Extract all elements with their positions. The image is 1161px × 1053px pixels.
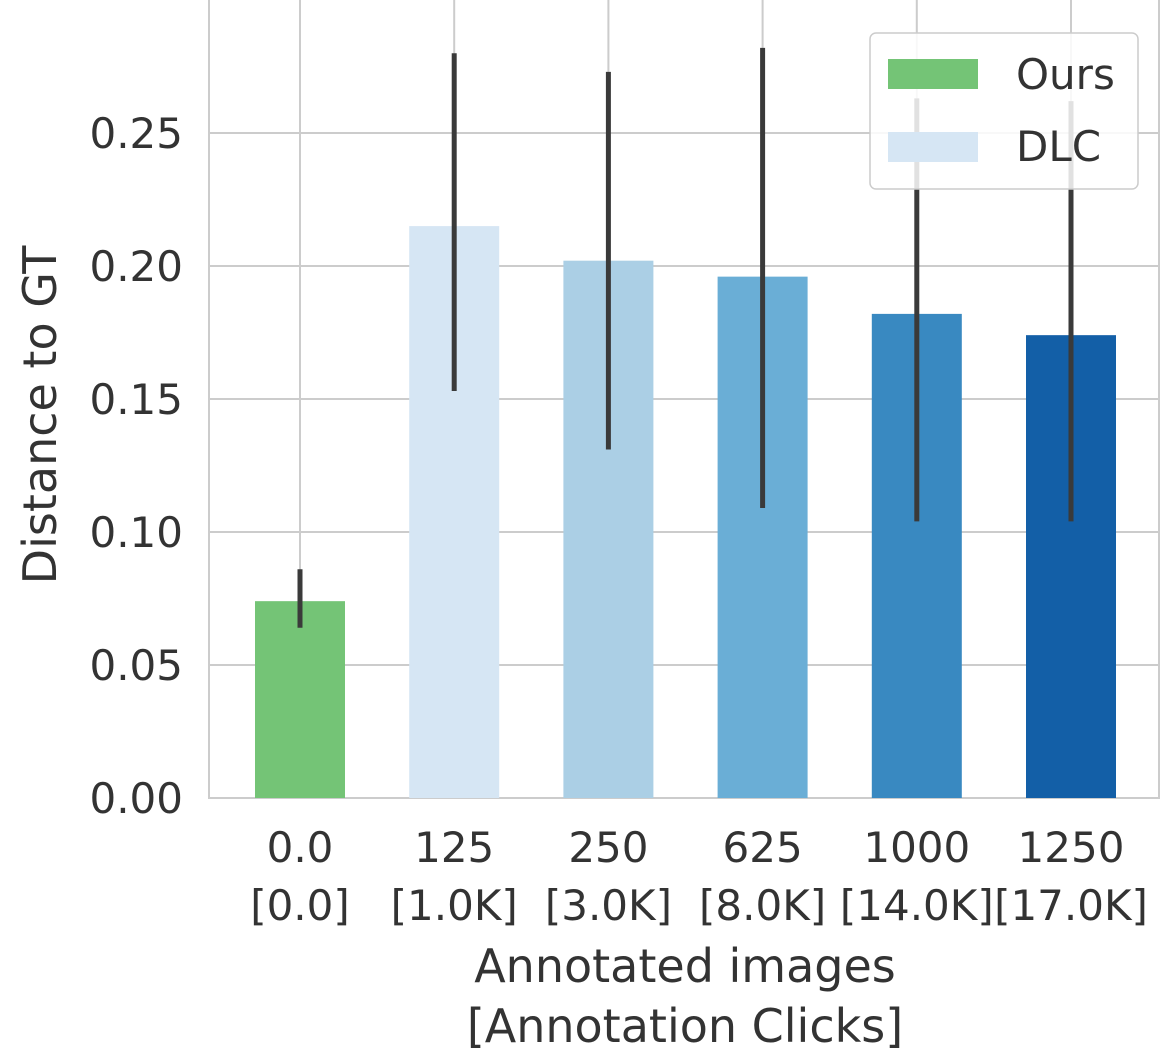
x-tick-label: 125 xyxy=(414,823,494,872)
x-tick-label: 625 xyxy=(723,823,803,872)
x-tick-label: 1250 xyxy=(1018,823,1125,872)
y-axis-label: Distance to GT xyxy=(13,245,67,585)
x-tick-label: 0.0 xyxy=(267,823,334,872)
y-tick-label: 0.20 xyxy=(89,242,183,291)
bar-layer xyxy=(255,226,1116,799)
legend-label-dlc: DLC xyxy=(1016,122,1101,171)
x-tick-label: 1000 xyxy=(863,823,970,872)
x-tick-sublabel: [14.0K] xyxy=(840,881,994,930)
y-tick-label: 0.00 xyxy=(89,774,183,823)
y-tick-label: 0.25 xyxy=(89,109,183,158)
legend-swatch-dlc xyxy=(888,132,978,162)
y-tick-label: 0.15 xyxy=(89,375,183,424)
axis-layer: 0.00 0.05 0.10 0.15 0.20 0.25 0.0 [0.0] 125 [1.0K… xyxy=(89,109,1147,930)
x-tick-sublabel: [8.0K] xyxy=(699,881,826,930)
y-tick-label: 0.05 xyxy=(89,641,183,690)
x-axis-label-line1: Annotated images xyxy=(474,939,896,993)
bar xyxy=(255,601,345,798)
y-tick-label: 0.10 xyxy=(89,508,183,557)
legend: Ours DLC xyxy=(869,32,1139,190)
plot-frame xyxy=(208,0,1160,799)
x-tick-sublabel: [3.0K] xyxy=(545,881,672,930)
legend-swatch-ours xyxy=(888,59,978,89)
legend-label-ours: Ours xyxy=(1016,50,1115,99)
x-axis-label-line2: [Annotation Clicks] xyxy=(467,999,903,1053)
x-tick-sublabel: [1.0K] xyxy=(391,881,518,930)
x-tick-sublabel: [0.0] xyxy=(250,881,350,930)
x-tick-label: 250 xyxy=(568,823,648,872)
x-tick-sublabel: [17.0K] xyxy=(994,881,1148,930)
